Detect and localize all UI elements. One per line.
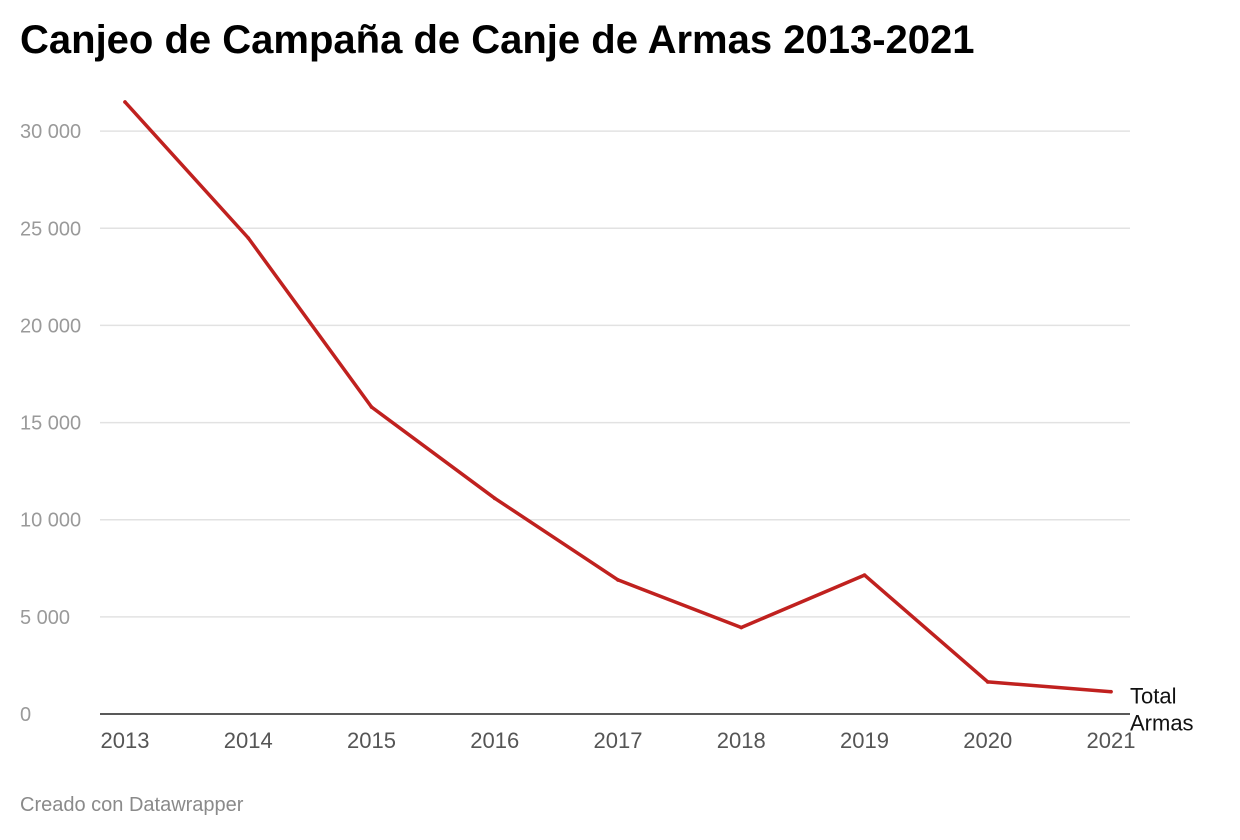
- data-point: [369, 405, 374, 409]
- data-point: [616, 578, 620, 582]
- series-label-line: Armas: [1130, 711, 1194, 736]
- x-tick-label: 2013: [101, 728, 150, 753]
- x-axis-ticks: 2013 2014 2015 2016 2017 2018 2019 2020 2021: [101, 728, 1136, 753]
- x-tick-label: 2016: [470, 728, 519, 753]
- data-points: [123, 100, 1113, 694]
- gridlines: [100, 130, 1130, 618]
- series-label-total-armas: Total Armas: [1130, 684, 1194, 736]
- data-point: [123, 100, 127, 104]
- data-point: [1109, 689, 1113, 694]
- data-point: [985, 680, 990, 684]
- data-point: [862, 573, 867, 577]
- series-label-line: Total: [1130, 684, 1176, 709]
- data-point: [739, 625, 744, 630]
- x-tick-label: 2019: [840, 728, 889, 753]
- y-axis-ticks: 0 5 000 10 000 15 000 20 000 25 000 30 000: [20, 121, 81, 726]
- series-line-total-armas: [123, 100, 1113, 694]
- x-tick-label: 2014: [224, 728, 273, 753]
- y-tick-label: 0: [20, 704, 31, 726]
- x-tick-label: 2018: [717, 728, 766, 753]
- data-point: [246, 236, 251, 240]
- x-tick-label: 2020: [963, 728, 1012, 753]
- x-tick-label: 2021: [1087, 728, 1136, 753]
- x-tick-label: 2017: [594, 728, 643, 753]
- y-tick-label: 5 000: [20, 607, 70, 629]
- y-tick-label: 30 000: [20, 121, 81, 143]
- x-tick-label: 2015: [347, 728, 396, 753]
- y-tick-label: 20 000: [20, 315, 81, 337]
- y-tick-label: 15 000: [20, 413, 81, 435]
- chart-title: Canjeo de Campaña de Canje de Armas 2013…: [20, 18, 975, 62]
- y-tick-label: 25 000: [20, 218, 81, 240]
- data-point: [492, 496, 497, 501]
- y-tick-label: 10 000: [20, 510, 81, 532]
- credit-footer: Creado con Datawrapper: [20, 794, 244, 816]
